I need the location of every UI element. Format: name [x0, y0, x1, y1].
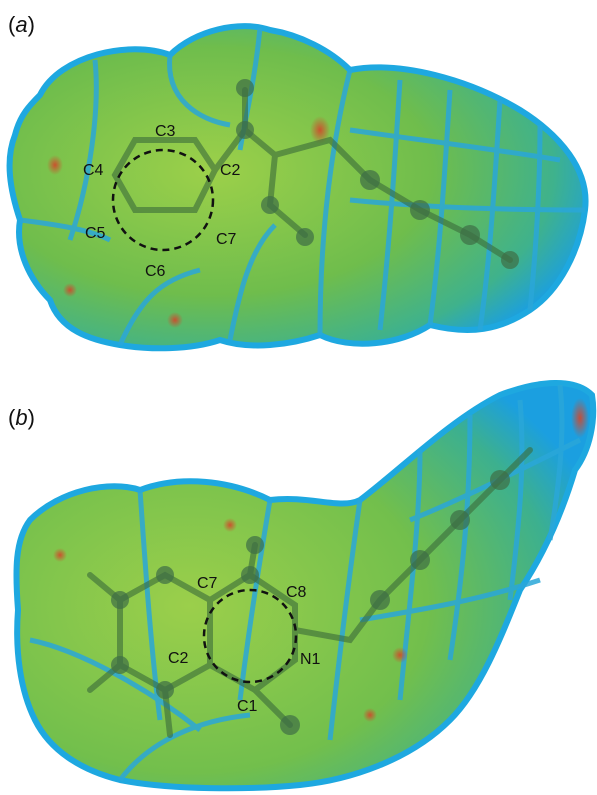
ring-b-highlight: [202, 588, 298, 684]
atom-label: C2: [220, 162, 241, 179]
atom-label: C5: [85, 225, 106, 242]
ring-a-highlight: [111, 148, 215, 252]
atom-label: C4: [83, 162, 104, 179]
atom-label: C3: [155, 123, 176, 140]
atom-label: C6: [145, 263, 166, 280]
atom-label: C7: [197, 575, 218, 592]
atom-label: N1: [300, 651, 321, 668]
panel-a-surface: C3 C4 C2 C5 C7 C6: [6, 23, 589, 352]
panel-b-surface: C7 C8 C2 N1 C1: [13, 380, 597, 792]
atom-label: C1: [237, 698, 258, 715]
atom-label: C2: [168, 650, 189, 667]
atom-label: C7: [216, 231, 237, 248]
panel-a-label: (a): [8, 12, 35, 37]
panel-b-label: (b): [8, 405, 35, 430]
atom-label: C8: [286, 584, 307, 601]
